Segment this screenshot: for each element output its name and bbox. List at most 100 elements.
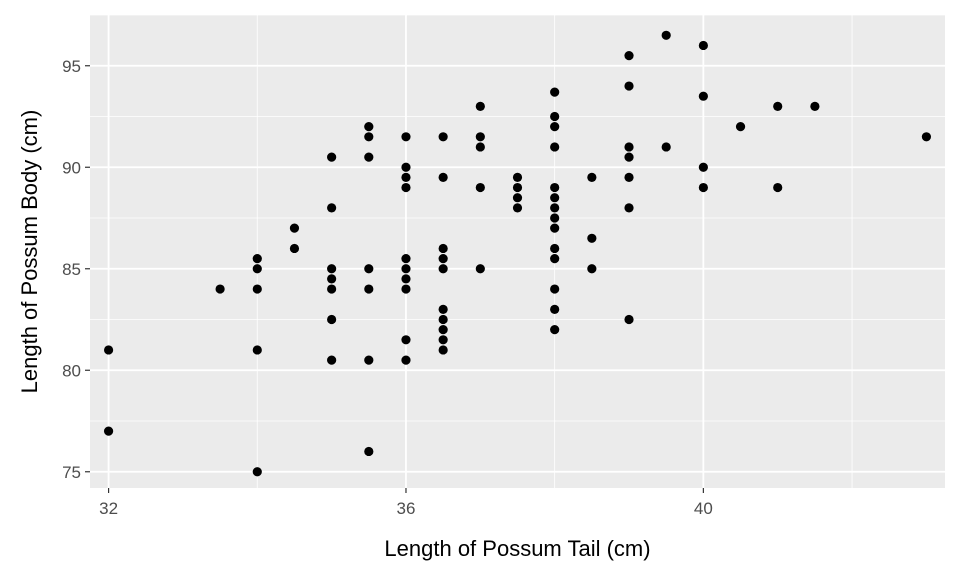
- data-point: [401, 274, 410, 283]
- data-point: [253, 467, 262, 476]
- data-point: [624, 142, 633, 151]
- data-point: [401, 173, 410, 182]
- y-tick-label: 80: [62, 361, 81, 380]
- data-point: [327, 153, 336, 162]
- y-axis-title: Length of Possum Body (cm): [17, 110, 42, 394]
- data-point: [550, 193, 559, 202]
- data-point: [699, 163, 708, 172]
- data-point: [662, 142, 671, 151]
- data-point: [401, 335, 410, 344]
- data-point: [439, 305, 448, 314]
- data-point: [550, 213, 559, 222]
- y-tick-label: 95: [62, 57, 81, 76]
- data-point: [439, 244, 448, 253]
- data-point: [624, 173, 633, 182]
- data-point: [253, 254, 262, 263]
- data-point: [550, 112, 559, 121]
- data-point: [401, 284, 410, 293]
- data-point: [513, 173, 522, 182]
- data-point: [364, 153, 373, 162]
- data-point: [550, 183, 559, 192]
- data-point: [401, 132, 410, 141]
- data-point: [513, 183, 522, 192]
- data-point: [290, 224, 299, 233]
- data-point: [550, 142, 559, 151]
- data-point: [216, 284, 225, 293]
- x-tick-label: 40: [694, 499, 713, 518]
- data-point: [290, 244, 299, 253]
- data-point: [439, 335, 448, 344]
- data-point: [364, 356, 373, 365]
- data-point: [439, 315, 448, 324]
- data-point: [476, 132, 485, 141]
- data-point: [439, 264, 448, 273]
- data-point: [439, 345, 448, 354]
- x-axis-ticks: 32 36 40: [99, 488, 713, 518]
- data-point: [253, 264, 262, 273]
- data-point: [327, 356, 336, 365]
- data-point: [699, 183, 708, 192]
- data-point: [550, 122, 559, 131]
- y-tick-label: 75: [62, 463, 81, 482]
- data-point: [364, 284, 373, 293]
- data-point: [364, 122, 373, 131]
- data-point: [550, 325, 559, 334]
- data-point: [624, 51, 633, 60]
- data-point: [587, 264, 596, 273]
- data-point: [253, 284, 262, 293]
- data-point: [104, 345, 113, 354]
- data-point: [550, 305, 559, 314]
- data-point: [550, 244, 559, 253]
- data-point: [662, 31, 671, 40]
- data-point: [810, 102, 819, 111]
- data-point: [773, 183, 782, 192]
- data-point: [476, 142, 485, 151]
- data-point: [513, 203, 522, 212]
- data-point: [550, 254, 559, 263]
- data-point: [699, 92, 708, 101]
- data-point: [327, 203, 336, 212]
- data-point: [439, 173, 448, 182]
- data-point: [922, 132, 931, 141]
- data-point: [401, 254, 410, 263]
- data-point: [327, 315, 336, 324]
- data-point: [439, 254, 448, 263]
- data-point: [550, 203, 559, 212]
- x-axis-title: Length of Possum Tail (cm): [384, 536, 650, 561]
- data-point: [624, 315, 633, 324]
- data-point: [327, 264, 336, 273]
- data-point: [773, 102, 782, 111]
- data-point: [550, 284, 559, 293]
- x-tick-label: 32: [99, 499, 118, 518]
- data-point: [401, 356, 410, 365]
- data-point: [476, 264, 485, 273]
- plot-panel: [90, 15, 945, 488]
- data-point: [587, 234, 596, 243]
- data-point: [401, 264, 410, 273]
- data-point: [513, 193, 522, 202]
- data-point: [476, 183, 485, 192]
- data-point: [364, 132, 373, 141]
- data-point: [439, 132, 448, 141]
- data-point: [476, 102, 485, 111]
- data-point: [401, 183, 410, 192]
- data-point: [624, 203, 633, 212]
- x-tick-label: 36: [397, 499, 416, 518]
- data-point: [104, 427, 113, 436]
- data-point: [550, 224, 559, 233]
- data-point: [699, 41, 708, 50]
- data-point: [253, 345, 262, 354]
- data-point: [364, 264, 373, 273]
- data-point: [587, 173, 596, 182]
- data-point: [624, 81, 633, 90]
- data-point: [550, 88, 559, 97]
- data-point: [439, 325, 448, 334]
- y-tick-label: 90: [62, 158, 81, 177]
- y-tick-label: 85: [62, 260, 81, 279]
- data-point: [364, 447, 373, 456]
- data-point: [624, 153, 633, 162]
- data-point: [327, 274, 336, 283]
- y-axis-ticks: 75 80 85 90 95: [62, 57, 90, 482]
- data-point: [401, 163, 410, 172]
